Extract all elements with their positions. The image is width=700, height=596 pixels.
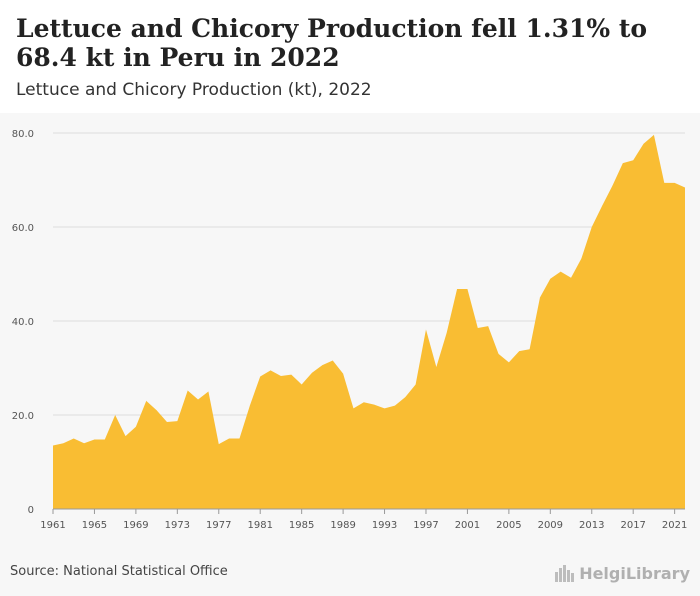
source-note: Source: National Statistical Office bbox=[10, 564, 228, 579]
x-tick-label: 2021 bbox=[662, 520, 687, 531]
header: Lettuce and Chicory Production fell 1.31… bbox=[0, 0, 700, 113]
x-tick-label: 1965 bbox=[82, 520, 107, 531]
x-tick-label: 2001 bbox=[455, 520, 480, 531]
y-tick-label: 60.0 bbox=[12, 223, 34, 234]
logo-text: HelgiLibrary bbox=[579, 563, 690, 583]
y-tick-label: 40.0 bbox=[12, 317, 34, 328]
chart-subtitle: Lettuce and Chicory Production (kt), 202… bbox=[16, 80, 372, 100]
x-tick-label: 1969 bbox=[123, 520, 148, 531]
area-chart: 0 20.0 40.0 60.0 80.0 1961 1965 1969 1973 1977 198… bbox=[12, 129, 688, 531]
x-tick-label: 1993 bbox=[372, 520, 397, 531]
x-tick-label: 2017 bbox=[620, 520, 645, 531]
y-tick-label: 0 bbox=[28, 505, 34, 516]
x-tick-label: 1989 bbox=[330, 520, 355, 531]
x-tick-label: 1977 bbox=[206, 520, 231, 531]
chart-title: Lettuce and Chicory Production fell 1.31… bbox=[16, 14, 648, 72]
footer bbox=[0, 543, 700, 596]
y-tick-label: 20.0 bbox=[12, 411, 34, 422]
x-tick-label: 1973 bbox=[165, 520, 190, 531]
area-series bbox=[53, 134, 685, 509]
skyline-icon bbox=[555, 565, 575, 582]
x-tick-label: 1981 bbox=[247, 520, 272, 531]
x-tick-label: 1961 bbox=[40, 520, 65, 531]
x-tick-label: 1985 bbox=[289, 520, 314, 531]
helgi-library-logo: HelgiLibrary bbox=[554, 562, 690, 584]
x-tick-label: 2005 bbox=[496, 520, 521, 531]
x-tick-label: 2009 bbox=[538, 520, 563, 531]
y-tick-label: 80.0 bbox=[12, 129, 34, 140]
x-tick-label: 2013 bbox=[579, 520, 604, 531]
x-tick-label: 1997 bbox=[413, 520, 438, 531]
